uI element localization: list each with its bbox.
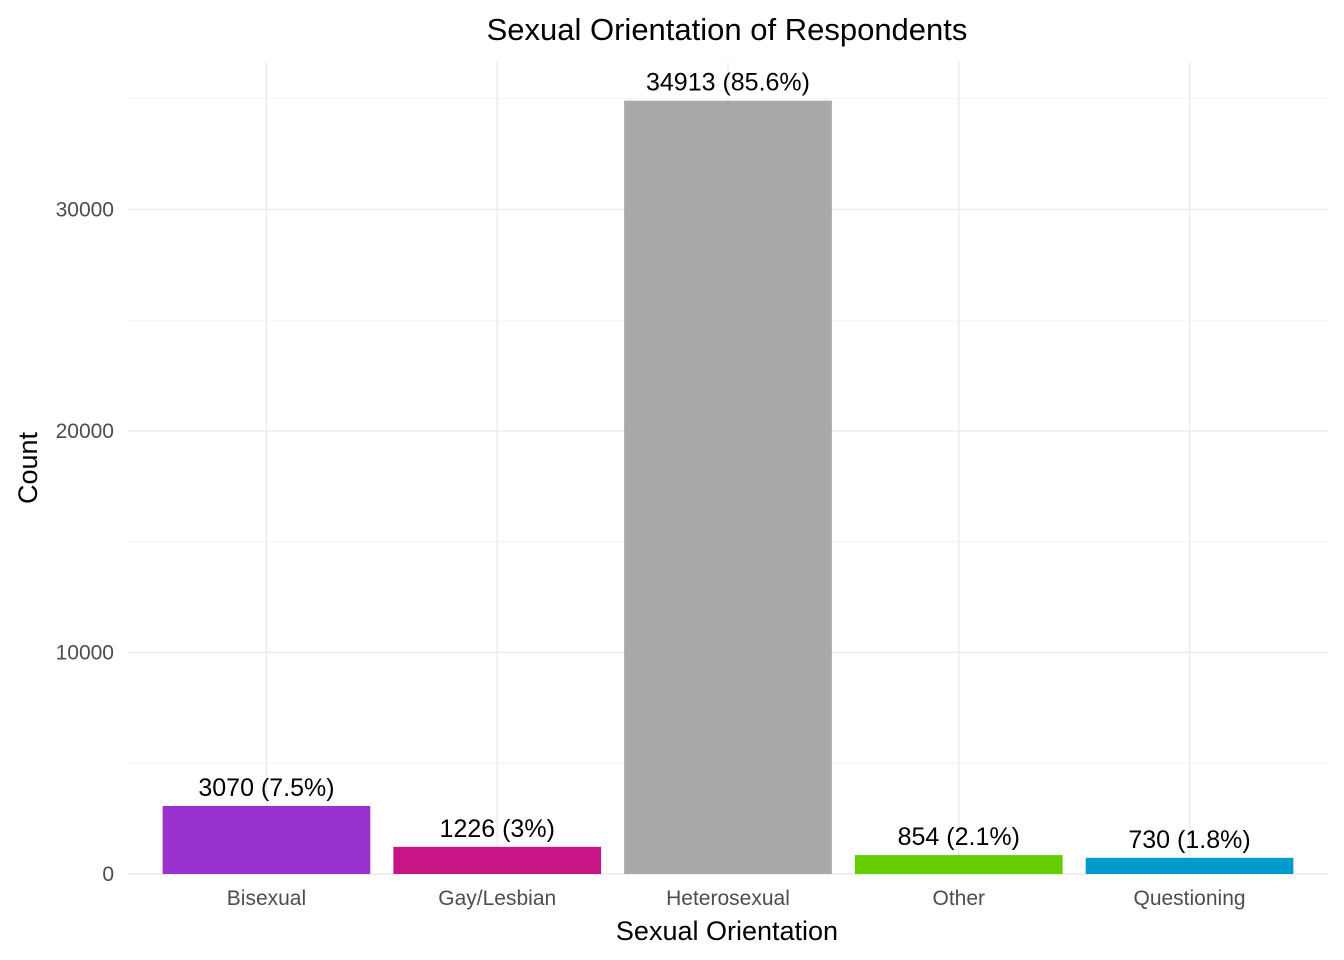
y-axis-tick-labels: 0 10000 20000 30000	[56, 198, 114, 886]
bar	[1085, 857, 1294, 874]
bars	[162, 100, 1294, 874]
bar	[624, 100, 832, 874]
y-tick-label: 20000	[56, 420, 114, 443]
y-tick-label: 10000	[56, 641, 114, 664]
bar	[162, 805, 371, 874]
bar	[854, 855, 1063, 874]
y-tick-label: 0	[102, 863, 114, 886]
x-tick-label: Other	[933, 887, 986, 910]
bar-value-label: 34913 (85.6%)	[646, 69, 810, 97]
x-axis-title: Sexual Orientation	[616, 916, 838, 946]
y-axis-title: Count	[13, 431, 43, 504]
x-tick-label: Gay/Lesbian	[438, 887, 556, 910]
x-tick-label: Bisexual	[227, 887, 306, 910]
bar-value-label: 854 (2.1%)	[898, 823, 1020, 851]
x-axis-tick-labels: Bisexual Gay/Lesbian Heterosexual Other Ques…	[227, 887, 1246, 910]
y-tick-label: 30000	[56, 198, 114, 221]
bar	[393, 846, 602, 874]
bar-value-label: 1226 (3%)	[440, 815, 555, 843]
x-tick-label: Questioning	[1133, 887, 1245, 910]
bar-value-label: 730 (1.8%)	[1128, 826, 1250, 854]
bar-value-labels: 3070 (7.5%) 1226 (3%) 34913 (85.6%) 854 (2.…	[198, 69, 1250, 854]
chart-title: Sexual Orientation of Respondents	[487, 12, 968, 47]
x-tick-label: Heterosexual	[666, 887, 790, 910]
bar-value-label: 3070 (7.5%)	[198, 774, 334, 802]
